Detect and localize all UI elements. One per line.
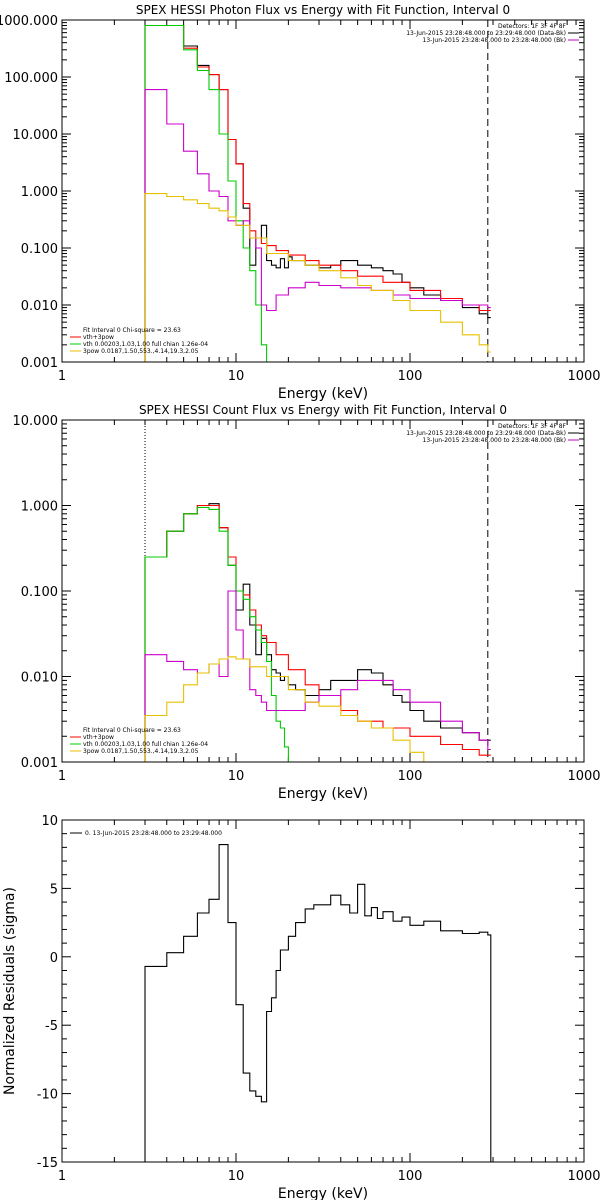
- y-tick-label: 0.001: [21, 356, 58, 371]
- y-tick-label: 0.100: [21, 585, 58, 600]
- x-tick-label: 10: [228, 369, 245, 384]
- x-tick-label: 1000: [567, 769, 600, 784]
- series-line-vth-3pow: [144, 503, 491, 762]
- fit-legend-entry: Fit Interval 0 Chi-square = 23.63: [83, 727, 181, 734]
- series-line-3pow: [144, 193, 491, 362]
- series-line-vth: [144, 506, 289, 762]
- y-tick-label: -5: [45, 1019, 58, 1034]
- fit-legend-entry: vth+3pow: [83, 734, 114, 741]
- legend-top-entry: 13-Jun-2015 23:28:48.000 to 23:29:48.000…: [406, 30, 566, 37]
- fit-legend-entry: vth+3pow: [83, 334, 114, 341]
- series-line-vth: [144, 24, 273, 362]
- series-line-data-bk: [144, 504, 491, 762]
- series-line-bk: [144, 590, 491, 762]
- series-line-3pow: [144, 656, 431, 762]
- y-tick-label: -10: [37, 1088, 58, 1103]
- series-line-bk: [144, 89, 491, 362]
- y-tick-label: 1000.000: [0, 14, 58, 29]
- chart-title: SPEX HESSI Photon Flux vs Energy with Fi…: [136, 3, 510, 17]
- fit-legend-entry: vth 0.00203,1.03,1.00 full chian 1.26e-0…: [83, 341, 208, 348]
- y-tick-label: 5: [50, 882, 58, 897]
- y-tick-label: 1.000: [21, 500, 58, 515]
- x-axis-label: Energy (keV): [278, 386, 368, 402]
- chart-title: SPEX HESSI Count Flux vs Energy with Fit…: [139, 403, 507, 417]
- plot-frame: [61, 19, 585, 363]
- y-tick-label: 100.000: [4, 71, 58, 86]
- y-tick-label: 0.010: [21, 299, 58, 314]
- legend-entry: 0. 13-Jun-2015 23:28:48.000 to 23:29:48.…: [85, 830, 222, 837]
- residuals-panel: 1 10 100 1000 -15 -10 -5 0 5 10 Energy (keV) Normal…: [2, 814, 600, 1200]
- x-axis-label: Energy (keV): [278, 786, 368, 802]
- count-flux-panel: SPEX HESSI Count Flux vs Energy with Fit…: [13, 403, 600, 802]
- y-tick-label: 1.000: [21, 185, 58, 200]
- y-tick-label: 0: [50, 951, 58, 966]
- legend-top-entry: 13-Jun-2015 23:28:48.000 to 23:29:48.000…: [406, 430, 566, 437]
- y-tick-label: -15: [37, 1156, 58, 1171]
- legend-top-entry: Detectors: 1F 3F 4F 8F: [498, 23, 567, 30]
- x-tick-label: 1000: [567, 1169, 600, 1184]
- x-tick-label: 10: [228, 769, 245, 784]
- fit-legend-entry: vth 0.00203,1.03,1.00 full chian 1.26e-0…: [83, 741, 208, 748]
- x-tick-label: 100: [398, 369, 423, 384]
- x-tick-label: 1: [58, 1169, 66, 1184]
- y-tick-label: 10.000: [13, 414, 59, 429]
- x-axis-label: Energy (keV): [278, 1186, 368, 1200]
- fit-legend-entry: 3pow 0.0187,1.50,553.,4.14,19.3,2.05: [83, 348, 199, 355]
- y-tick-label: 10.000: [13, 128, 59, 143]
- x-tick-label: 100: [398, 1169, 423, 1184]
- x-tick-label: 1: [58, 369, 66, 384]
- legend-top-entry: 13-Jun-2015 23:28:48.000 to 23:28:48.000…: [423, 437, 566, 444]
- x-tick-label: 100: [398, 769, 423, 784]
- y-tick-label: 0.100: [21, 242, 58, 257]
- photon-flux-panel: SPEX HESSI Photon Flux vs Energy with Fi…: [0, 3, 600, 402]
- fit-legend-entry: Fit Interval 0 Chi-square = 23.63: [83, 327, 181, 334]
- y-tick-label: 0.010: [21, 671, 58, 686]
- y-tick-label: 0.001: [21, 756, 58, 771]
- series-line-0-13-jun-2015-23-28-48-000-to-23-29-48-000: [144, 844, 492, 1162]
- legend-top-entry: Detectors: 1F 3F 4F 8F: [498, 423, 567, 430]
- y-axis-label: Normalized Residuals (sigma): [2, 887, 18, 1095]
- legend-top-entry: 13-Jun-2015 23:28:48.000 to 23:28:48.000…: [423, 37, 566, 44]
- plot-frame: [61, 819, 585, 1163]
- y-tick-label: 10: [41, 814, 58, 829]
- x-tick-label: 1: [58, 769, 66, 784]
- x-tick-label: 1000: [567, 369, 600, 384]
- fit-legend-entry: 3pow 0.0187,1.50,553.,4.14,19.3,2.05: [83, 748, 199, 755]
- x-tick-label: 10: [228, 1169, 245, 1184]
- plot-frame: [61, 419, 585, 763]
